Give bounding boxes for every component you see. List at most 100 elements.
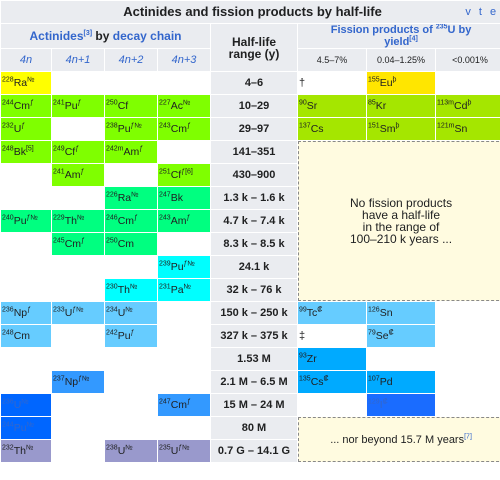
element-symbol[interactable]: Cm xyxy=(117,215,135,227)
actinide-cell[interactable]: 226Ra№ xyxy=(105,187,157,209)
actinide-cell[interactable]: 229Th№ xyxy=(52,210,104,232)
element-symbol[interactable]: Ra xyxy=(13,77,28,89)
element-symbol[interactable]: U xyxy=(170,445,179,457)
fission-products-link[interactable]: Fission products of xyxy=(330,24,436,36)
element-symbol[interactable]: Pd xyxy=(379,376,393,388)
actinide-cell[interactable]: 242mAmƒ xyxy=(105,141,157,163)
halflife-header-top[interactable]: Half-life xyxy=(231,34,276,49)
actinide-cell[interactable]: 241Amƒ xyxy=(52,164,104,186)
actinide-cell[interactable]: 243Cmƒ xyxy=(158,118,210,140)
element-symbol[interactable]: U xyxy=(117,445,126,457)
element-symbol[interactable]: Se xyxy=(375,330,389,342)
actinide-cell[interactable]: 232Th№ xyxy=(1,440,51,462)
fission-u-text[interactable]: U by xyxy=(447,24,472,36)
actinide-cell[interactable]: 235Uƒ№ xyxy=(158,440,210,462)
actinide-cell[interactable]: 244Pu№ xyxy=(1,417,51,439)
chain-4n[interactable]: 4n xyxy=(1,49,51,71)
view-link[interactable]: v xyxy=(465,6,471,18)
element-symbol[interactable]: Cf xyxy=(117,100,129,112)
actinide-cell[interactable]: 227Ac№ xyxy=(158,95,210,117)
element-symbol[interactable]: Sn xyxy=(379,307,393,319)
element-symbol[interactable]: Cm xyxy=(117,238,135,250)
element-symbol[interactable]: Pu xyxy=(64,100,78,112)
fission-cell[interactable]: 135Cs₡ xyxy=(298,371,366,393)
element-symbol[interactable]: Th xyxy=(13,445,26,457)
element-symbol[interactable]: Ac xyxy=(170,100,183,112)
fission-cell[interactable]: 93Zr xyxy=(298,348,366,370)
actinide-cell[interactable]: 233Uƒ№ xyxy=(52,302,104,324)
element-symbol[interactable]: Cm xyxy=(13,330,31,342)
element-symbol[interactable]: Bk xyxy=(13,146,26,158)
edit-link[interactable]: e xyxy=(489,6,497,18)
actinide-cell[interactable]: 243Amƒ xyxy=(158,210,210,232)
actinide-cell[interactable]: 249Cfƒ xyxy=(52,141,104,163)
fission-ref[interactable]: [4] xyxy=(409,35,418,43)
element-symbol[interactable]: I xyxy=(379,399,383,411)
element-symbol[interactable]: U xyxy=(13,123,22,135)
actinide-cell[interactable]: 238U№ xyxy=(105,440,157,462)
actinide-cell[interactable]: 244Cmƒ xyxy=(1,95,51,117)
actinide-cell[interactable]: 246Cmƒ xyxy=(105,210,157,232)
actinide-cell[interactable]: 251Cfƒ[6] xyxy=(158,164,210,186)
actinide-cell[interactable]: 247Bk xyxy=(158,187,210,209)
actinide-cell[interactable]: 247Cmƒ xyxy=(158,394,210,416)
element-symbol[interactable]: Pu xyxy=(117,330,131,342)
element-symbol[interactable]: Cs xyxy=(310,123,324,135)
element-symbol[interactable]: Sr xyxy=(306,100,318,112)
element-symbol[interactable]: Np xyxy=(13,307,28,319)
fission-cell[interactable]: 137Cs xyxy=(298,118,366,140)
fission-cell[interactable]: 79Se₡ xyxy=(367,325,435,347)
element-symbol[interactable]: Cm xyxy=(170,399,188,411)
element-symbol[interactable]: Pu xyxy=(170,261,184,273)
element-symbol[interactable]: Pu xyxy=(13,422,27,434)
element-symbol[interactable]: Cm xyxy=(170,123,188,135)
element-symbol[interactable]: Eu xyxy=(379,77,393,89)
fission-cell[interactable]: 121mSn xyxy=(436,118,500,140)
element-symbol[interactable]: Cf xyxy=(64,146,76,158)
fission-cell[interactable]: 126Sn xyxy=(367,302,435,324)
element-symbol[interactable]: Cm xyxy=(64,238,82,250)
element-symbol[interactable]: Ra xyxy=(117,192,132,204)
actinide-cell[interactable]: 242Puƒ xyxy=(105,325,157,347)
actinide-cell[interactable]: 248Cm xyxy=(1,325,51,347)
element-symbol[interactable]: Kr xyxy=(375,100,387,112)
fission-cell[interactable]: 85Kr xyxy=(367,95,435,117)
chain-4n2[interactable]: 4n+2 xyxy=(105,49,157,71)
fission-cell[interactable]: 107Pd xyxy=(367,371,435,393)
element-symbol[interactable]: Cm xyxy=(13,100,31,112)
actinide-cell[interactable]: 234U№ xyxy=(105,302,157,324)
actinide-cell[interactable]: 236Npƒ xyxy=(1,302,51,324)
fission-cell[interactable]: 129I₡ xyxy=(367,394,435,416)
element-symbol[interactable]: Am xyxy=(64,169,81,181)
element-symbol[interactable]: Cd xyxy=(454,100,468,112)
actinide-cell[interactable]: 232Uƒ xyxy=(1,118,51,140)
actinide-cell[interactable]: 248Bk[5] xyxy=(1,141,51,163)
actinide-cell[interactable]: 241Puƒ xyxy=(52,95,104,117)
actinide-cell[interactable]: 228Ra№ xyxy=(1,72,51,94)
actinide-cell[interactable]: 236U№ xyxy=(1,394,51,416)
element-symbol[interactable]: Sm xyxy=(379,123,396,135)
fission-cell[interactable]: 90Sr xyxy=(298,95,366,117)
fission-cell[interactable]: 99Tc₡ xyxy=(298,302,366,324)
talk-link[interactable]: t xyxy=(478,6,482,18)
element-symbol[interactable]: Pu xyxy=(13,215,27,227)
element-symbol[interactable]: Pu xyxy=(117,123,131,135)
actinide-cell[interactable]: 245Cmƒ xyxy=(52,233,104,255)
actinide-cell[interactable]: 240Puƒ№ xyxy=(1,210,51,232)
actinide-cell[interactable]: 231Pa№ xyxy=(158,279,210,301)
actinides-link[interactable]: Actinides xyxy=(29,29,84,43)
element-symbol[interactable]: Bk xyxy=(170,192,183,204)
actinide-cell[interactable]: 230Th№ xyxy=(105,279,157,301)
element-symbol[interactable]: Sn xyxy=(454,123,468,135)
fission-cell[interactable]: 151Smþ xyxy=(367,118,435,140)
chain-4n3[interactable]: 4n+3 xyxy=(158,49,210,71)
element-symbol[interactable]: U xyxy=(64,307,73,319)
element-symbol[interactable]: Zr xyxy=(306,353,317,365)
element-symbol[interactable]: U xyxy=(13,399,22,411)
element-symbol[interactable]: Tc xyxy=(306,307,318,319)
end-note-ref[interactable]: [7] xyxy=(464,432,472,440)
fission-cell[interactable]: 155Euþ xyxy=(367,72,435,94)
actinide-cell[interactable]: 237Npƒ№ xyxy=(52,371,104,393)
chain-4n1[interactable]: 4n+1 xyxy=(52,49,104,71)
element-symbol[interactable]: Cs xyxy=(310,376,324,388)
